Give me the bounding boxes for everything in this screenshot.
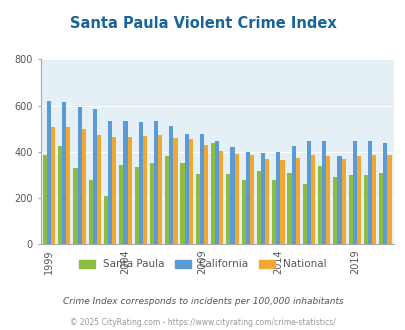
Bar bbox=[371, 155, 375, 244]
Bar bbox=[62, 102, 66, 244]
Bar bbox=[291, 146, 295, 244]
Bar bbox=[333, 177, 337, 244]
Bar bbox=[104, 196, 108, 244]
Bar bbox=[139, 122, 143, 244]
Bar bbox=[322, 141, 326, 244]
Bar bbox=[280, 160, 284, 244]
Bar bbox=[81, 129, 85, 244]
Bar bbox=[367, 141, 371, 244]
Bar bbox=[153, 121, 158, 244]
Bar bbox=[180, 163, 184, 244]
Bar bbox=[386, 155, 391, 244]
Bar bbox=[134, 167, 139, 244]
Bar bbox=[226, 174, 230, 244]
Bar bbox=[230, 147, 234, 244]
Text: Crime Index corresponds to incidents per 100,000 inhabitants: Crime Index corresponds to incidents per… bbox=[62, 297, 343, 307]
Bar bbox=[352, 141, 356, 244]
Bar bbox=[306, 141, 310, 244]
Bar bbox=[88, 180, 93, 244]
Bar bbox=[66, 127, 70, 244]
Bar bbox=[348, 175, 352, 244]
Bar bbox=[356, 156, 360, 244]
Bar bbox=[249, 155, 254, 244]
Text: Santa Paula Violent Crime Index: Santa Paula Violent Crime Index bbox=[69, 16, 336, 31]
Bar bbox=[310, 155, 314, 244]
Bar bbox=[123, 121, 127, 244]
Bar bbox=[215, 141, 219, 244]
Bar bbox=[363, 175, 367, 244]
Bar bbox=[199, 135, 203, 244]
Bar bbox=[234, 154, 238, 244]
Bar bbox=[119, 164, 123, 244]
Bar bbox=[260, 153, 264, 244]
Bar bbox=[77, 107, 81, 244]
Bar bbox=[271, 180, 276, 244]
Bar bbox=[378, 173, 382, 244]
Bar bbox=[295, 158, 299, 244]
Bar bbox=[112, 137, 116, 244]
Bar bbox=[203, 145, 208, 244]
Bar bbox=[317, 166, 322, 244]
Bar bbox=[58, 146, 62, 244]
Legend: Santa Paula, California, National: Santa Paula, California, National bbox=[75, 255, 330, 274]
Bar bbox=[256, 172, 260, 244]
Bar bbox=[127, 137, 131, 244]
Text: © 2025 CityRating.com - https://www.cityrating.com/crime-statistics/: © 2025 CityRating.com - https://www.city… bbox=[70, 318, 335, 327]
Bar bbox=[341, 159, 345, 244]
Bar bbox=[149, 163, 153, 244]
Bar bbox=[287, 173, 291, 244]
Bar bbox=[276, 152, 280, 244]
Bar bbox=[337, 156, 341, 244]
Bar bbox=[51, 127, 55, 244]
Bar bbox=[73, 168, 77, 244]
Bar bbox=[188, 139, 192, 244]
Bar bbox=[158, 135, 162, 244]
Bar bbox=[47, 101, 51, 244]
Bar bbox=[219, 150, 223, 244]
Bar bbox=[382, 143, 386, 244]
Bar bbox=[143, 136, 147, 244]
Bar bbox=[326, 156, 330, 244]
Bar bbox=[173, 138, 177, 244]
Bar bbox=[97, 135, 101, 244]
Bar bbox=[245, 152, 249, 244]
Bar bbox=[165, 156, 169, 244]
Bar bbox=[195, 174, 199, 244]
Bar bbox=[302, 184, 306, 244]
Bar bbox=[93, 109, 97, 244]
Bar bbox=[169, 126, 173, 244]
Bar bbox=[241, 180, 245, 244]
Bar bbox=[184, 135, 188, 244]
Bar bbox=[108, 121, 112, 244]
Bar bbox=[264, 159, 269, 244]
Bar bbox=[43, 155, 47, 244]
Bar bbox=[211, 143, 215, 244]
